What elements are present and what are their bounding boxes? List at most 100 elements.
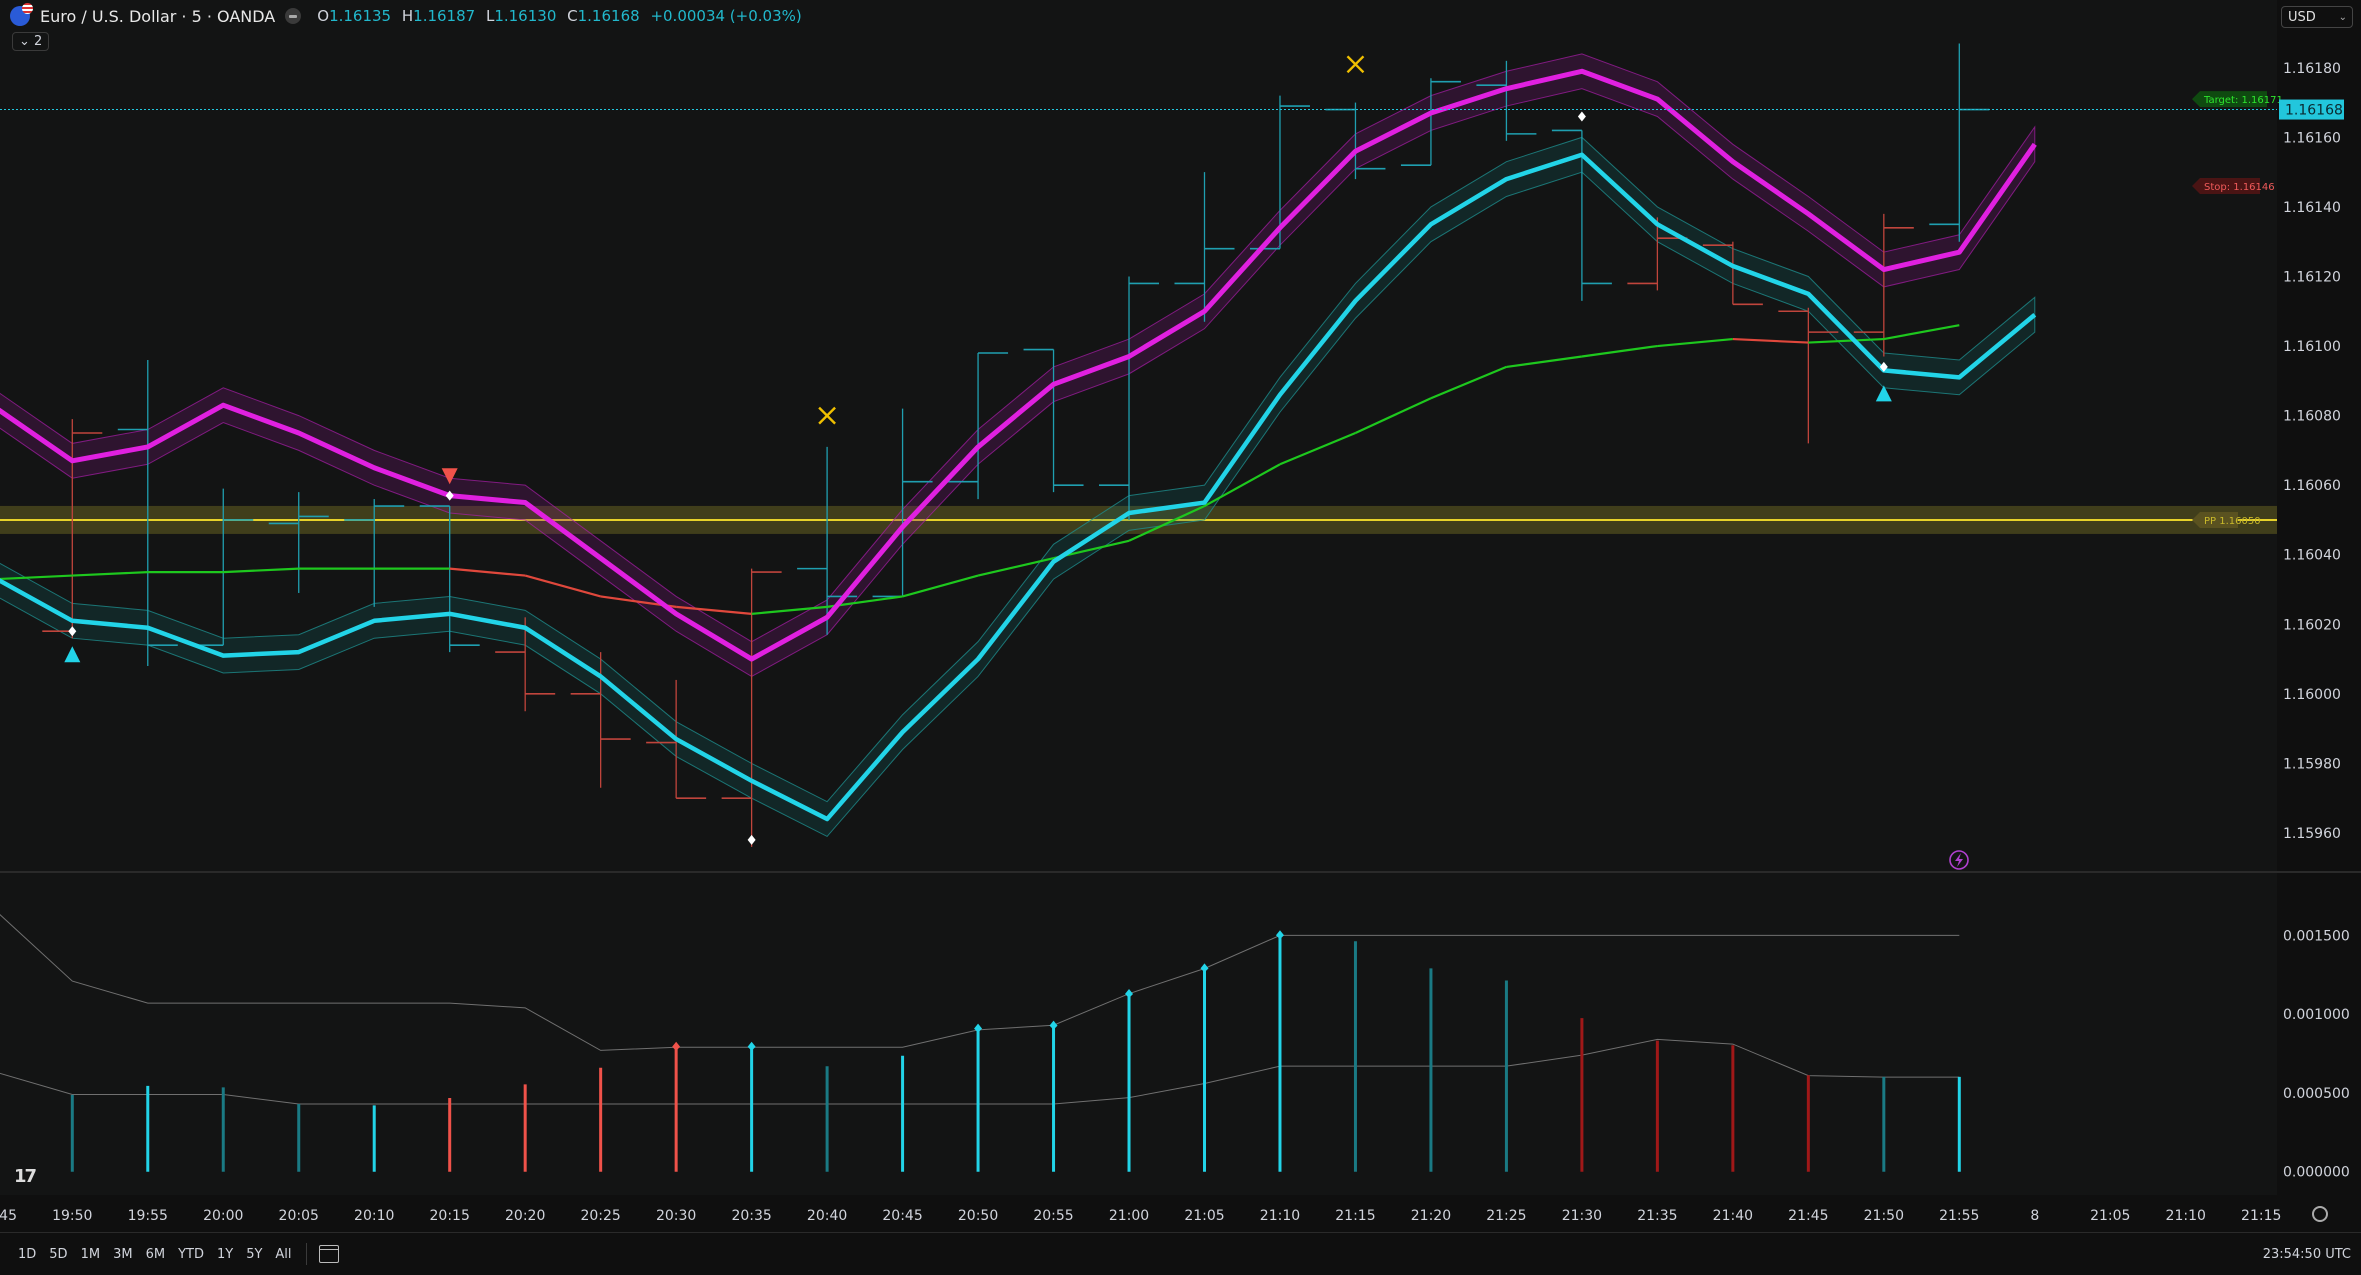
hide-icon[interactable] [285,8,302,24]
ma-line-segment [977,557,1054,577]
price-chart[interactable]: Target: 1.16171 Stop: 1.16146 PP 1.16050 1… [0,0,2361,1232]
ohlc-bar[interactable] [1099,276,1160,520]
ma-line-segment [1354,397,1432,434]
indicator-count: 2 [34,34,43,49]
ohlc-bar[interactable] [1023,348,1084,493]
time-tick-label: 21:35 [1637,1208,1677,1224]
cross-signal-icon [818,406,836,425]
time-tick-label: 21:10 [2166,1208,2206,1224]
ohlc-bar[interactable] [419,505,480,653]
time-tick-label: 21:00 [1109,1208,1149,1224]
ma-line-segment [1657,337,1733,348]
ohlc-bar[interactable] [1476,60,1537,141]
cross-signal-icon [1346,55,1365,74]
main-pane: Target: 1.16171 Stop: 1.16146 PP 1.16050 [0,43,2283,847]
close-label: C [567,7,578,25]
time-tick-label: 20:25 [580,1208,620,1224]
bottom-toolbar: 1D 5D 1M 3M 6M YTD 1Y 5Y All 23:54:50 UT… [0,1232,2361,1275]
fast-line [0,152,2037,822]
ohlc-bar[interactable] [1853,213,1914,357]
high-value: 1.16187 [413,7,476,25]
chevron-down-icon: ⌄ [19,34,30,49]
ma-line-segment [449,567,526,577]
ohlc-bar[interactable] [117,359,178,667]
target-label-text: Target: 1.16171 [2203,95,2283,106]
time-tick-label: 21:40 [1713,1208,1753,1224]
stop-label-shape [2192,178,2260,195]
signal-diamond-icon [1879,361,1888,372]
ohlc-bar[interactable] [268,492,329,593]
ma-line-segment [1128,505,1205,542]
ohlc-bar[interactable] [1702,241,1763,306]
ma-line-segment [1430,365,1507,400]
ma-line-segment [676,605,752,615]
ohlc-bar[interactable] [1551,129,1612,301]
cross-stroke [1346,55,1365,74]
range-1m-button[interactable]: 1M [80,1246,101,1262]
oscillator-tick-label: 0.001000 [2283,1007,2350,1023]
ohlc-bar[interactable] [1400,78,1461,166]
ma-line-segment [1581,344,1658,358]
cross-stroke [818,406,836,425]
range-3m-button[interactable]: 3M [113,1246,133,1262]
time-tick-label: 21:55 [1939,1208,1979,1224]
range-5y-button[interactable]: 5Y [246,1246,263,1262]
price-tick-label: 1.16140 [2283,200,2341,216]
ohlc-bar[interactable] [1174,172,1235,322]
price-tick-label: 1.16120 [2283,269,2341,285]
price-tick-label: 1.16180 [2283,61,2341,77]
ohlc-bar[interactable] [1778,307,1839,444]
time-tick-label: 21:15 [1335,1208,1375,1224]
high-label: H [401,7,414,25]
time-tick-label: 19:45 [0,1208,17,1224]
axis-settings-icon[interactable] [2312,1206,2328,1222]
toolbar-divider [305,1243,307,1265]
clock[interactable]: 23:54:50 UTC [2262,1246,2351,1262]
price-tick-label: 1.16100 [2283,339,2341,355]
go-to-date-calendar-icon[interactable] [318,1245,339,1263]
ohlc-bar[interactable] [495,617,556,712]
buy-triangle-icon [64,646,81,663]
ohlc-bar[interactable] [1249,95,1310,250]
ma-line-segment [524,574,601,598]
buy-triangle-icon [1875,385,1892,402]
ma-line-segment [72,571,148,577]
tradingview-logo[interactable]: 17 [14,1166,37,1187]
histogram-dot [974,1023,983,1033]
histogram-dot [672,1041,681,1051]
ohlc-bar[interactable] [344,499,405,607]
low-label: L [485,7,495,25]
signal-diamond-icon [747,834,756,845]
time-tick-label: 21:10 [1260,1208,1300,1224]
price-tick-label: 1.15980 [2283,756,2341,772]
time-tick-label: 20:45 [882,1208,922,1224]
oscillator-pane [0,914,1961,1172]
range-all-button[interactable]: All [275,1246,292,1262]
alert-lightning-icon[interactable] [1949,850,1969,870]
time-tick-label: 20:40 [807,1208,847,1224]
range-1d-button[interactable]: 1D [18,1246,37,1262]
ma-line-segment [1883,324,1960,341]
ohlc-bar[interactable] [948,352,1009,500]
ohlc-bar[interactable] [721,568,782,847]
oscillator-tick-label: 0.000500 [2283,1086,2350,1102]
time-tick-label: 20:55 [1033,1208,1073,1224]
time-tick-label: 20:00 [203,1208,243,1224]
symbol-title[interactable]: Euro / U.S. Dollar · 5 · OANDA [40,6,276,26]
ma-line-segment [0,574,73,581]
histogram-dot [747,1041,756,1051]
time-tick-label: 20:05 [279,1208,319,1224]
range-ytd-button[interactable]: YTD [178,1246,204,1262]
range-1y-button[interactable]: 1Y [216,1246,234,1262]
ohlc-bar[interactable] [42,419,103,639]
range-6m-button[interactable]: 6M [145,1246,166,1262]
range-5d-button[interactable]: 5D [49,1246,68,1262]
currency-select[interactable]: USD ⌄ [2281,6,2353,28]
change-value: +0.00034 (+0.03%) [650,7,802,25]
histogram-dot [1049,1020,1058,1030]
histogram-dot [1275,930,1284,940]
slow-line-band [0,53,2036,678]
time-tick-label: 21:30 [1562,1208,1602,1224]
indicators-collapse-button[interactable]: ⌄ 2 [12,32,50,51]
symbol-legend: Euro / U.S. Dollar · 5 · OANDA O1.16135 … [10,3,802,26]
